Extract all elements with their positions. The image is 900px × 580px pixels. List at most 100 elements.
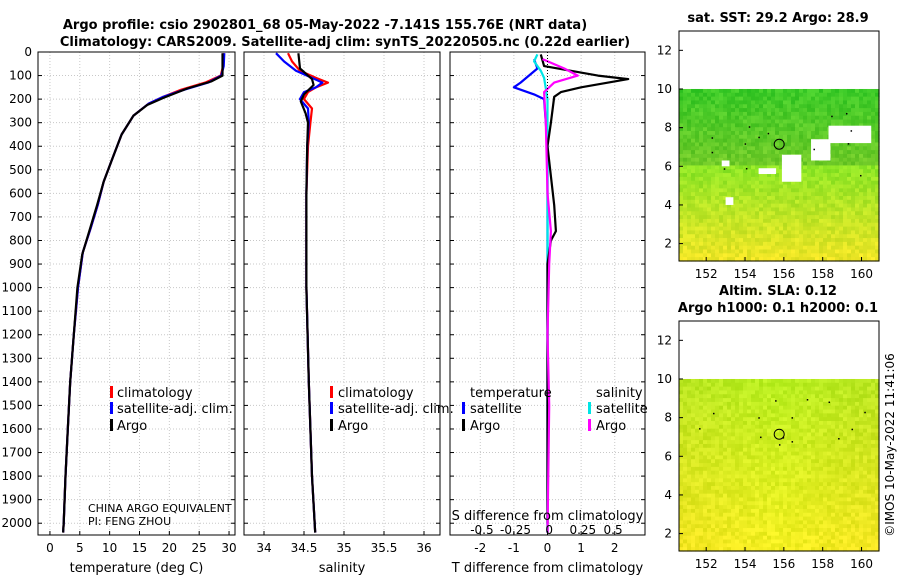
map-cell — [791, 203, 796, 209]
map-cell — [771, 470, 776, 476]
map-cell — [739, 394, 744, 399]
map-cell — [871, 173, 876, 178]
map-cell — [839, 508, 844, 514]
map-cell — [819, 100, 824, 105]
map-cell — [867, 390, 872, 395]
map-cell — [823, 199, 828, 205]
map-cell — [727, 451, 732, 457]
map-cell — [803, 222, 808, 228]
legend-label-satellite: satellite-adj. clim. — [117, 402, 233, 417]
map-cell — [835, 512, 840, 518]
map-cell — [871, 108, 876, 113]
map-cell — [707, 405, 712, 411]
map-cell — [707, 241, 712, 247]
map-cell — [755, 188, 760, 193]
x-tick-label: 154 — [734, 267, 757, 281]
map-cell — [847, 142, 852, 147]
map-cell — [735, 169, 740, 174]
map-cell — [875, 535, 880, 541]
map-cell — [751, 222, 756, 228]
map-cell — [755, 451, 760, 457]
map-cell — [807, 169, 812, 174]
map-cell — [687, 508, 692, 514]
map-cell — [867, 405, 872, 411]
map-cell — [871, 111, 876, 117]
map-cell — [683, 520, 688, 525]
map-cell — [719, 409, 724, 414]
map-cell — [735, 528, 740, 533]
map-cell — [787, 199, 792, 205]
map-cell — [707, 398, 712, 403]
map-cell — [779, 134, 784, 140]
map-cell — [707, 528, 712, 533]
map-cell — [771, 424, 776, 430]
map-cell — [875, 409, 880, 414]
map-cell — [803, 203, 808, 209]
map-cell — [751, 119, 756, 124]
map-cell — [731, 257, 736, 262]
map-cell — [863, 222, 868, 228]
map-cell — [783, 249, 788, 254]
map-cell — [703, 173, 708, 178]
map-cell — [851, 466, 856, 472]
map-cell — [691, 119, 696, 124]
map-cell — [715, 257, 720, 262]
map-cell — [739, 119, 744, 124]
map-cell — [707, 176, 712, 182]
map-cell — [743, 528, 748, 533]
map-cell — [747, 378, 752, 384]
map-cell — [819, 134, 824, 140]
map-cell — [691, 474, 696, 479]
map-cell — [747, 92, 752, 98]
map-cell — [799, 497, 804, 502]
map-cell — [687, 455, 692, 460]
map-cell — [727, 436, 732, 441]
map-cell — [723, 123, 728, 128]
map-cell — [807, 470, 812, 476]
map-cell — [835, 203, 840, 209]
map-cell — [707, 253, 712, 258]
map-cell — [791, 138, 796, 144]
map-cell — [871, 123, 876, 128]
map-cell — [683, 100, 688, 105]
map-cell — [759, 150, 764, 155]
map-cell — [871, 249, 876, 254]
map-cell — [767, 398, 772, 403]
map-cell — [715, 153, 720, 159]
map-cell — [823, 421, 828, 426]
map-cell — [727, 378, 732, 384]
map-cell — [723, 199, 728, 205]
map-cell — [715, 436, 720, 441]
map-cell — [791, 92, 796, 98]
map-cell — [867, 249, 872, 254]
map-cell — [695, 241, 700, 247]
map-cell — [767, 249, 772, 254]
map-cell — [751, 100, 756, 105]
map-cell — [775, 207, 780, 212]
map-cell — [863, 401, 868, 407]
map-cell — [699, 253, 704, 258]
map-cell — [739, 157, 744, 163]
map-cell — [839, 165, 844, 170]
map-cell — [795, 543, 800, 548]
map-cell — [695, 409, 700, 414]
map-cell — [763, 157, 768, 163]
map-cell — [687, 497, 692, 502]
map-cell — [727, 211, 732, 216]
map-cell — [791, 451, 796, 457]
map-cell — [699, 131, 704, 136]
map-cell — [711, 108, 716, 113]
map-cell — [763, 173, 768, 178]
map-cell — [683, 378, 688, 384]
map-cell — [707, 230, 712, 235]
map-cell — [703, 238, 708, 243]
map-cell — [679, 188, 684, 193]
map-cell — [795, 226, 800, 232]
map-cell — [799, 531, 804, 537]
map-cell — [755, 539, 760, 544]
map-cell — [819, 528, 824, 533]
map-cell — [751, 169, 756, 174]
map-cell — [847, 390, 852, 395]
map-cell — [763, 119, 768, 124]
map-cell — [763, 199, 768, 205]
